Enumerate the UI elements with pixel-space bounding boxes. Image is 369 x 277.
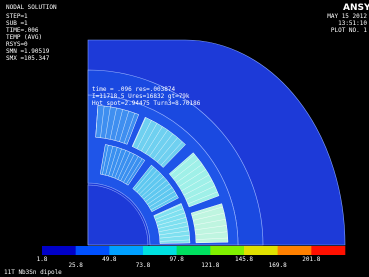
annotation: Hot spot=2.94475 Turn3=8.70186	[92, 100, 201, 107]
annotation: time = .096 res=.003874	[92, 86, 175, 93]
legend-label: 49.8	[102, 256, 117, 263]
color-swatch	[143, 246, 177, 255]
color-swatch	[311, 246, 345, 255]
header-line: SMN =1.90519	[6, 48, 50, 55]
color-swatch	[42, 246, 76, 255]
legend-label: 1.8	[37, 256, 48, 263]
color-swatch	[76, 246, 110, 255]
logo: ANSYS	[343, 3, 369, 13]
legend-label: 121.8	[201, 262, 219, 269]
color-swatch	[244, 246, 278, 255]
legend-label: 73.8	[136, 262, 151, 269]
color-swatch	[210, 246, 244, 255]
footer: 11T Nb3Sn dipole	[4, 269, 62, 276]
color-swatch	[109, 246, 143, 255]
clock: 13:51:10	[338, 20, 367, 27]
title: NODAL SOLUTION	[6, 4, 57, 11]
legend-label: 169.8	[269, 262, 287, 269]
header-line: STEP=1	[6, 13, 28, 20]
legend-label: 145.8	[235, 256, 253, 263]
header-line: RSYS=0	[6, 41, 28, 48]
color-swatch	[177, 246, 211, 255]
header-line: SUB =1	[6, 20, 28, 27]
color-swatch	[278, 246, 312, 255]
legend-label: 25.8	[68, 262, 83, 269]
color-bar	[42, 246, 345, 255]
header-line: TIME=.006	[6, 27, 39, 34]
header-line: SMX =105.347	[6, 55, 50, 62]
legend-label: 201.8	[302, 256, 320, 263]
header-line: TEMP (AVG)	[6, 34, 42, 41]
plot-number: PLOT NO. 1	[331, 27, 368, 34]
legend-label: 97.8	[169, 256, 184, 263]
date: MAY 15 2012	[327, 13, 367, 20]
annotation: I=11718.5 Ures=16832 gt=79k	[92, 93, 190, 100]
screen: NODAL SOLUTION STEP=1SUB =1TIME=.006TEMP…	[0, 0, 369, 277]
